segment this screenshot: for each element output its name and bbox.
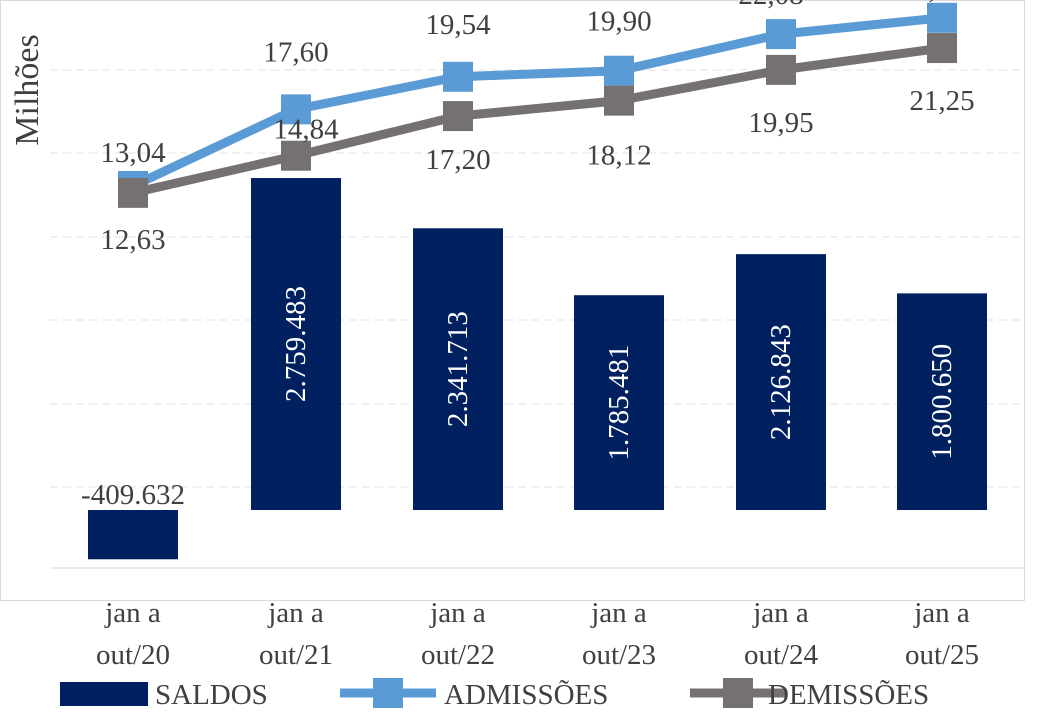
legend-label-demissoes: DEMISSÕES: [768, 679, 929, 711]
legend-marker-admissoes: [373, 678, 403, 708]
admissoes-label: 17,60: [263, 36, 328, 68]
admissoes-label: 23,05: [899, 0, 964, 5]
legend-label-saldos: SALDOS: [155, 679, 268, 711]
x-tick-label: jan a: [267, 597, 324, 629]
demissoes-label: 18,12: [586, 140, 651, 172]
x-tick-label: out/22: [421, 639, 495, 671]
bar-label: 1.785.481: [603, 345, 635, 461]
marker-demissoes: [118, 177, 148, 208]
line-demissoes: [132, 43, 943, 198]
admissoes-label: 19,90: [586, 6, 651, 38]
bar-saldo: [413, 228, 503, 510]
x-tick-label: out/23: [582, 639, 656, 671]
x-tick-label: out/24: [744, 639, 819, 671]
bar-saldo: [251, 178, 341, 511]
admissoes-label: 13,04: [100, 137, 166, 169]
x-tick-label: out/21: [259, 639, 333, 671]
admissoes-label: 19,54: [425, 9, 491, 41]
marker-admissoes: [604, 55, 634, 86]
bar-label: 1.800.650: [926, 344, 958, 460]
x-tick-label: jan a: [429, 597, 486, 629]
bar-label: 2.126.843: [765, 324, 797, 440]
marker-demissoes: [281, 140, 311, 171]
marker-demissoes: [766, 54, 796, 85]
x-tick-label: jan a: [752, 597, 809, 629]
bar-saldo: [574, 295, 664, 510]
marker-demissoes: [443, 101, 473, 132]
x-tick-label: out/25: [905, 639, 979, 671]
demissoes-label: 17,20: [425, 144, 490, 176]
legend-label-admissoes: ADMISSÕES: [444, 679, 608, 711]
x-tick-label: out/20: [96, 639, 170, 671]
bar-label: -409.632: [81, 479, 185, 511]
bar-saldo: [736, 254, 826, 510]
bar-saldo: [88, 510, 178, 560]
chart-border: [0, 0, 1025, 601]
bar-label: 2.341.713: [442, 311, 474, 427]
x-tick-label: jan a: [104, 597, 161, 629]
marker-admissoes: [443, 61, 473, 92]
bar-saldo: [897, 293, 987, 510]
demissoes-label: 19,95: [748, 107, 813, 139]
x-tick-label: jan a: [590, 597, 647, 629]
demissoes-label: 12,63: [100, 224, 165, 256]
x-tick-label: jan a: [913, 597, 970, 629]
marker-admissoes: [281, 94, 311, 125]
demissoes-label: 14,84: [273, 114, 339, 146]
line-admissoes: [131, 13, 943, 191]
admissoes-label: 22,08: [738, 0, 803, 11]
y-axis-label: Milhões: [9, 34, 46, 145]
bar-label: 2.759.483: [280, 286, 312, 402]
demissoes-label: 21,25: [909, 85, 974, 117]
marker-demissoes: [927, 33, 957, 64]
marker-demissoes: [604, 85, 634, 116]
marker-admissoes: [927, 2, 957, 33]
marker-admissoes: [766, 19, 796, 50]
legend-swatch-saldos: [60, 682, 148, 706]
legend-marker-demissoes: [723, 678, 753, 708]
